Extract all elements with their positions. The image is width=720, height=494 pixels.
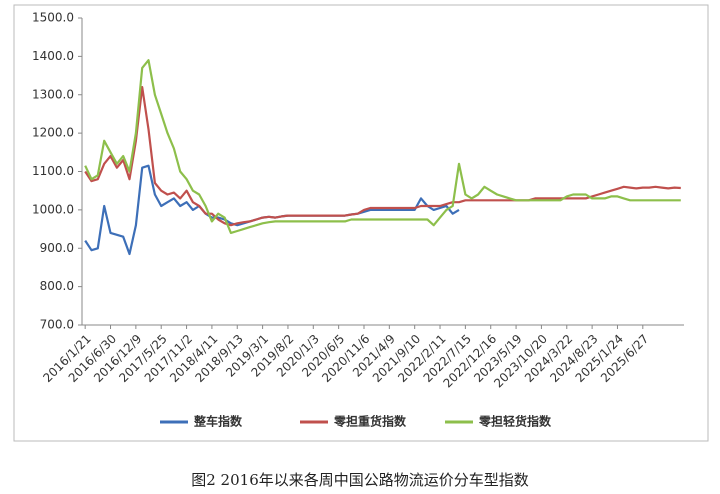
y-tick-label: 900.0 (40, 241, 74, 255)
y-tick-label: 700.0 (40, 318, 74, 332)
series-line (84, 86, 681, 227)
y-tick-label: 1400.0 (32, 49, 74, 63)
y-tick-label: 1100.0 (32, 164, 74, 178)
legend-label: 整车指数 (193, 414, 243, 429)
y-tick-label: 1200.0 (32, 126, 74, 140)
y-tick-label: 1300.0 (32, 87, 74, 101)
series-line (84, 59, 681, 234)
legend-label: 零担重货指数 (333, 414, 407, 429)
chart-frame (13, 4, 709, 442)
legend-label: 零担轻货指数 (478, 414, 552, 429)
y-tick-label: 800.0 (40, 279, 74, 293)
series-line (84, 164, 460, 256)
chart-caption: 图2 2016年以来各周中国公路物流运价分车型指数 (191, 471, 529, 489)
y-tick-label: 1000.0 (32, 202, 74, 216)
y-tick-label: 1500.0 (32, 11, 74, 25)
